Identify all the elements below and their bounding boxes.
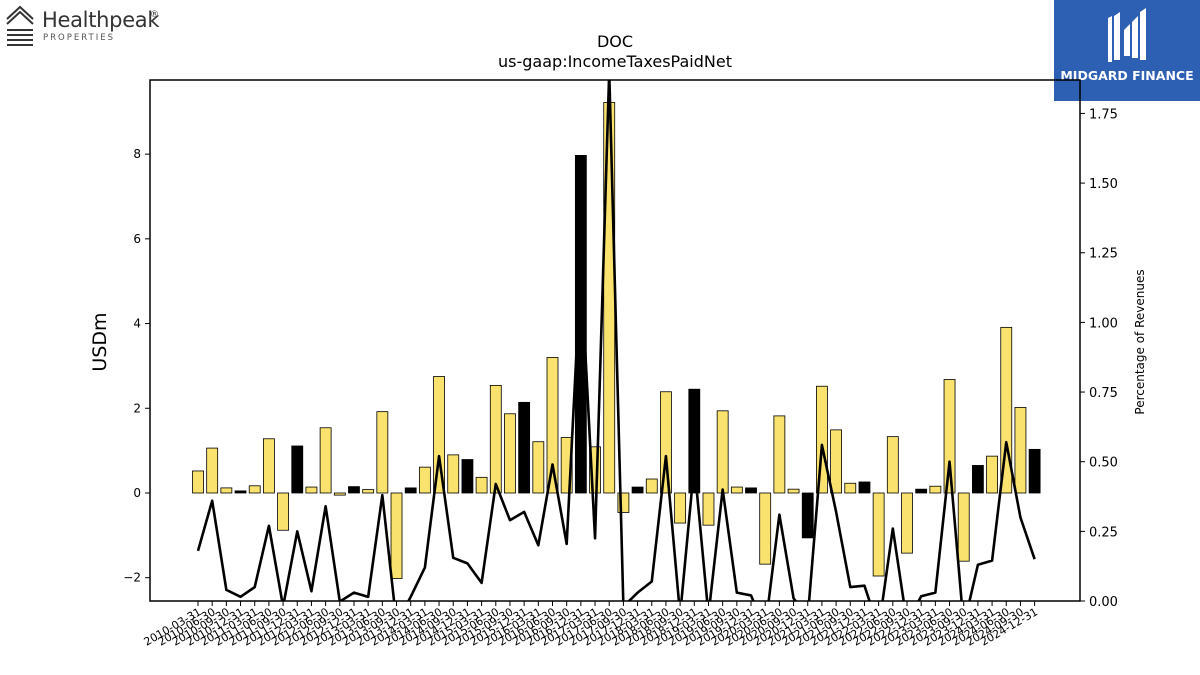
y-tick-label: 4 — [133, 317, 141, 331]
bar-2019-06-30 — [716, 410, 729, 494]
bar-2011-03-31 — [248, 485, 261, 494]
bar-2020-09-30 — [787, 488, 800, 494]
bar-2013-09-30 — [390, 492, 403, 579]
bar-2012-09-30 — [333, 492, 346, 496]
bar-2016-03-31 — [532, 441, 545, 494]
bar-2022-03-31 — [872, 492, 885, 577]
y-tick-label: 2 — [133, 401, 141, 415]
trademark-symbol: ® — [150, 10, 159, 20]
bar-2014-03-31 — [418, 466, 431, 494]
bar-2024-03-31 — [986, 455, 998, 494]
bar-2021-06-30 — [830, 429, 842, 494]
bar-2016-12-31 — [574, 154, 587, 494]
chart-subtitle: us-gaap:IncomeTaxesPaidNet — [498, 52, 732, 71]
bar-2021-12-31 — [858, 481, 871, 494]
bar-2014-12-31 — [461, 459, 474, 494]
bar-2013-06-30 — [376, 411, 389, 494]
bar-2011-12-31 — [291, 445, 304, 494]
bar-2013-03-31 — [362, 489, 375, 494]
bar-2013-12-31 — [404, 487, 417, 494]
bar-2019-09-30 — [730, 486, 743, 494]
y-tick-label: −2 — [123, 571, 141, 585]
bar-2010-12-31 — [234, 490, 247, 494]
bar-2018-03-31 — [645, 478, 658, 494]
chart-title: DOC — [596, 32, 634, 51]
healthpeak-name: Healthpeak — [42, 8, 160, 32]
bar-2015-06-30 — [489, 384, 502, 494]
y2-tick-label: 1.50 — [1089, 177, 1118, 192]
y-axis-label: USDm — [89, 312, 111, 371]
bar-2018-12-31 — [688, 388, 701, 494]
bar-2023-12-31 — [972, 465, 984, 494]
bar-2012-12-31 — [348, 486, 360, 494]
midgard-finance-name: MIDGARD FINANCE — [1060, 68, 1194, 83]
bar-2020-12-31 — [801, 492, 814, 539]
bar-2016-06-30 — [546, 357, 559, 494]
y-tick-label: 0 — [133, 486, 141, 500]
bar-2023-03-31 — [929, 485, 942, 494]
bar-2024-06-30 — [1000, 326, 1013, 494]
bar-2023-09-30 — [957, 492, 970, 562]
bar-2014-09-30 — [447, 454, 460, 494]
y2-tick-label: 0.00 — [1089, 595, 1118, 610]
bar-2021-09-30 — [844, 482, 857, 494]
bar-2012-06-30 — [319, 427, 332, 494]
bar-2010-09-30 — [220, 487, 233, 494]
bar-2012-03-31 — [305, 486, 318, 494]
bar-2017-03-31 — [589, 446, 601, 494]
bar-2018-09-30 — [674, 492, 687, 524]
y2-tick-label: 0.75 — [1089, 386, 1118, 401]
y2-tick-label: 1.75 — [1089, 107, 1118, 122]
y2-axis-label: Percentage of Revenues — [1133, 269, 1147, 414]
bar-2019-03-31 — [702, 492, 715, 526]
y2-tick-label: 1.25 — [1089, 247, 1118, 262]
midgard-finance-logo: MIDGARD FINANCE — [1054, 0, 1200, 101]
bar-2023-06-30 — [943, 379, 956, 494]
bar-2022-06-30 — [886, 436, 899, 494]
plot-frame — [149, 79, 1081, 602]
y2-tick-label: 0.25 — [1089, 525, 1118, 540]
bar-2019-12-31 — [745, 487, 757, 494]
bar-2015-09-30 — [504, 413, 516, 494]
bar-2021-03-31 — [816, 385, 828, 494]
y2-tick-label: 1.00 — [1089, 316, 1118, 331]
y2-tick-label: 0.50 — [1089, 456, 1118, 471]
healthpeak-subtitle: PROPERTIES — [43, 33, 115, 43]
bar-2020-06-30 — [773, 415, 786, 494]
y-tick-label: 6 — [133, 232, 141, 246]
bar-2017-09-30 — [617, 492, 630, 513]
midgard-mark-icon — [1108, 8, 1146, 62]
bar-2024-12-31 — [1028, 448, 1041, 494]
healthpeak-mark-icon — [6, 5, 34, 46]
bar-2015-03-31 — [475, 476, 488, 494]
bar-2010-06-30 — [206, 447, 219, 494]
healthpeak-logo: Healthpeak ® PROPERTIES — [4, 4, 174, 48]
bar-2016-09-30 — [560, 437, 573, 494]
bar-2017-12-31 — [631, 486, 644, 494]
y-tick-label: 8 — [133, 147, 141, 161]
bar-2015-12-31 — [518, 401, 531, 494]
bar-2011-09-30 — [277, 492, 289, 531]
bar-2024-09-30 — [1014, 407, 1027, 494]
bar-2020-03-31 — [759, 492, 772, 565]
percentage-line — [196, 80, 1036, 601]
bar-2010-03-31 — [192, 470, 204, 494]
bar-2014-06-30 — [433, 376, 445, 494]
bar-2022-12-31 — [915, 488, 928, 494]
bar-2018-06-30 — [660, 391, 672, 494]
bar-2011-06-30 — [262, 438, 275, 494]
bar-2022-09-30 — [901, 492, 913, 554]
